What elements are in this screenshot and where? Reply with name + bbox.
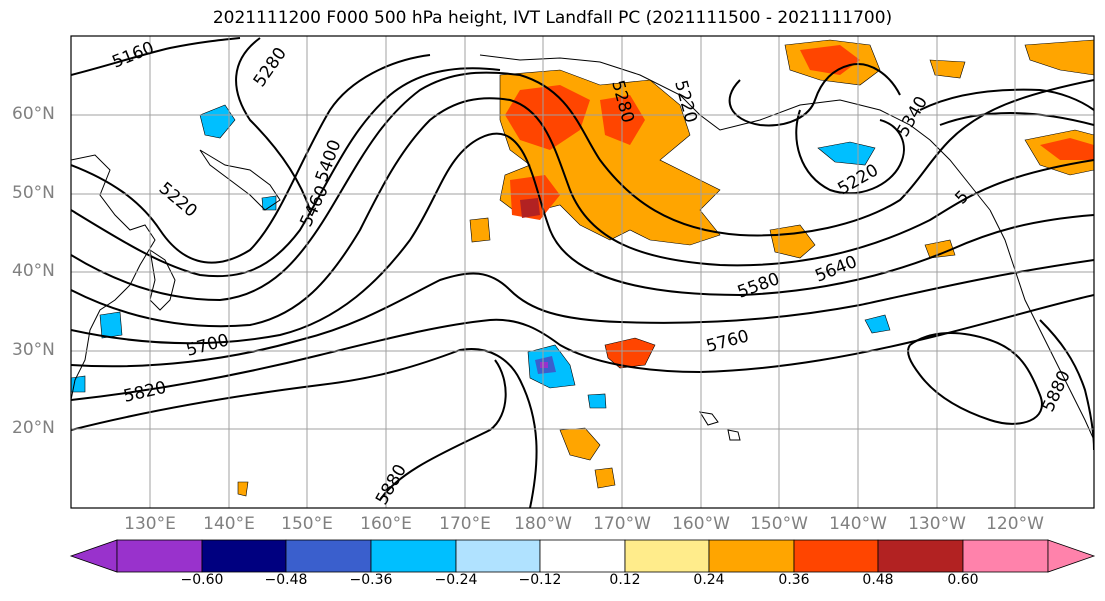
lon-label-120w: 120°W	[986, 514, 1044, 534]
colorbar-segment	[116, 539, 203, 573]
height-contour	[71, 294, 1094, 401]
colorbar-segment	[877, 539, 964, 573]
lat-label-20n: 20°N	[12, 418, 55, 438]
lat-label-60n: 60°N	[12, 104, 55, 124]
ivt-shading-region	[604, 337, 656, 369]
contour-label: 5400	[312, 137, 346, 184]
contour-label: 5880	[372, 461, 411, 508]
height-contour	[71, 97, 1094, 328]
lon-label-180w: 180°W	[514, 514, 572, 534]
lon-label-150e: 150°E	[281, 514, 333, 534]
lon-label-160e: 160°E	[360, 514, 412, 534]
lon-label-170e: 170°E	[439, 514, 491, 534]
lon-label-170w: 170°W	[593, 514, 651, 534]
height-contour	[71, 67, 501, 278]
ivt-shading-region	[469, 217, 491, 243]
ivt-shading-region	[99, 311, 123, 339]
ivt-shading-region	[1040, 138, 1094, 160]
map-frame	[70, 35, 1095, 509]
lon-label-130w: 130°W	[908, 514, 966, 534]
ivt-shading-region	[864, 314, 891, 334]
height-contour	[939, 112, 1094, 126]
colorbar-segment	[624, 539, 710, 573]
colorbar-segment	[370, 539, 457, 573]
colorbar-tick-label: −0.60	[180, 572, 224, 588]
colorbar-segment	[455, 539, 541, 573]
colorbar-segment	[708, 539, 795, 573]
colorbar-segment	[201, 539, 287, 573]
height-contour	[795, 109, 905, 195]
colorbar-tick-label: −0.24	[434, 572, 478, 588]
lon-label-150w: 150°W	[750, 514, 808, 534]
coastline-asia	[71, 154, 156, 401]
ivt-shading-region	[520, 198, 540, 218]
lat-label-40n: 40°N	[12, 261, 55, 281]
contour-label: 5880	[1038, 367, 1074, 415]
lon-label-130e: 130°E	[124, 514, 176, 534]
colorbar-segment	[793, 539, 879, 573]
lon-label-140w: 140°W	[829, 514, 887, 534]
lat-label-30n: 30°N	[12, 340, 55, 360]
colorbar-tick-label: 0.36	[778, 572, 810, 588]
colorbar-tick-label: 0.60	[947, 572, 979, 588]
height-contour	[71, 132, 1094, 345]
colorbar-tick-label: −0.36	[349, 572, 393, 588]
ivt-shading-region	[587, 393, 607, 409]
lon-label-160w: 160°W	[672, 514, 730, 534]
ivt-positive-regions	[237, 39, 1094, 497]
contour-label: 5280	[250, 44, 291, 91]
contour-label: 5760	[704, 326, 751, 357]
height-contour	[1039, 319, 1094, 451]
ivt-negative-regions	[71, 104, 891, 409]
height-contour	[235, 37, 311, 211]
contour-label: 5220	[155, 179, 201, 222]
colorbar-segment	[539, 539, 626, 573]
ivt-shading-region	[505, 85, 590, 150]
height-contour	[71, 259, 1094, 368]
ivt-shading-region	[237, 481, 249, 497]
height-contour	[71, 37, 241, 76]
graticule	[71, 36, 1094, 508]
height-contour	[379, 359, 507, 501]
height-contour	[71, 71, 1094, 302]
colorbar-extend-low	[69, 539, 118, 573]
ivt-shading-region	[929, 59, 966, 79]
colorbar-segment	[285, 539, 372, 573]
height-contour	[728, 63, 901, 127]
colorbar-tick-label: 0.48	[862, 572, 894, 588]
lon-label-140e: 140°E	[203, 514, 255, 534]
colorbar-tick-label: −0.12	[518, 572, 562, 588]
coastline-japan	[149, 248, 176, 311]
colorbar-tick-label: −0.48	[264, 572, 308, 588]
colorbar-extend-high	[1047, 539, 1096, 573]
ivt-shading-region	[817, 141, 876, 166]
colorbar-tick-label: 0.12	[609, 572, 641, 588]
colorbar-segment	[962, 539, 1049, 573]
contour-label: 5580	[735, 269, 782, 303]
ivt-shading-region	[1024, 39, 1094, 76]
coastline-north-america	[989, 209, 1094, 441]
coastline-kamchatka	[199, 149, 281, 211]
map-title: 2021111200 F000 500 hPa height, IVT Land…	[212, 8, 893, 28]
ivt-shading-region	[594, 467, 616, 489]
contour-label: 5820	[122, 378, 169, 407]
colorbar-tick-label: 0.24	[693, 572, 725, 588]
ivt-shading-region	[540, 362, 548, 368]
height-contour	[919, 88, 1094, 111]
ivt-shading-region	[559, 427, 601, 461]
height-contour	[71, 348, 538, 508]
ivt-shading-region	[261, 195, 277, 211]
ivt-shading-region	[924, 239, 956, 259]
ivt-shading-region	[199, 104, 236, 139]
colorbar	[69, 539, 1096, 573]
coastline-hawaii	[698, 411, 741, 441]
height-contour	[907, 332, 1043, 425]
lat-label-50n: 50°N	[12, 183, 55, 203]
height-contour	[71, 54, 431, 264]
ivt-shading-region	[769, 224, 816, 259]
height-contours	[71, 37, 1094, 508]
contour-label: 5340	[893, 93, 932, 140]
